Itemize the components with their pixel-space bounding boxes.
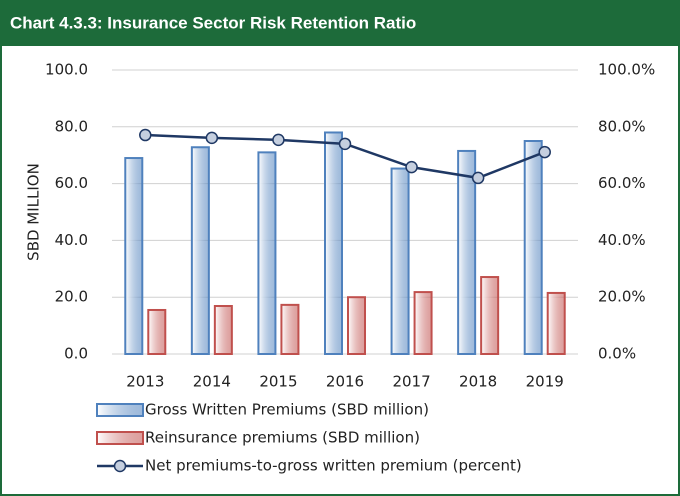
bar — [457, 149, 477, 355]
x-tick-label: 2019 — [526, 373, 564, 391]
x-tick-label: 2014 — [193, 373, 231, 391]
legend-swatch — [96, 403, 144, 417]
legend-label: Reinsurance premiums (SBD million) — [145, 429, 420, 447]
bar — [124, 157, 144, 355]
x-tick-label: 2017 — [392, 373, 430, 391]
y-tick-label: 20.0 — [55, 288, 88, 306]
y2-tick-label: 20.0% — [598, 288, 646, 306]
marker — [139, 128, 152, 142]
y2-tick-label: 40.0% — [598, 231, 646, 249]
y-axis-label: SBD MILLION — [25, 163, 43, 261]
marker — [272, 133, 285, 147]
bar — [257, 151, 277, 355]
legend-label: Gross Written Premiums (SBD million) — [145, 401, 429, 419]
marker — [538, 145, 551, 159]
y-tick-label: 100.0 — [45, 61, 88, 79]
bar — [480, 276, 500, 356]
marker — [338, 137, 352, 151]
y2-tick-label: 60.0% — [598, 174, 646, 192]
y-tick-label: 80.0 — [55, 117, 88, 135]
bar — [280, 303, 300, 356]
bar — [347, 296, 366, 356]
chart-title: Chart 4.3.3: Insurance Sector Risk Reten… — [10, 13, 416, 32]
x-tick-label: 2018 — [459, 373, 497, 391]
bar — [390, 167, 410, 355]
bar — [324, 131, 343, 355]
y2-tick-label: 80.0% — [598, 117, 646, 135]
bar — [190, 146, 210, 355]
header — [0, 0, 680, 46]
y-tick-label: 0.0 — [64, 345, 88, 363]
marker — [205, 131, 219, 145]
bar — [147, 308, 167, 356]
x-tick-label: 2015 — [259, 373, 297, 391]
x-tick-label: 2016 — [326, 373, 364, 391]
x-tick-label: 2013 — [126, 373, 164, 391]
marker — [471, 171, 485, 185]
legend-label: Net premiums-to-gross written premium (p… — [145, 457, 522, 475]
bar — [413, 291, 433, 356]
bar — [213, 305, 233, 355]
legend-swatch — [113, 459, 127, 473]
y2-tick-label: 100.0% — [598, 61, 655, 79]
bar — [523, 140, 543, 355]
y-tick-label: 60.0 — [55, 174, 88, 192]
y-tick-label: 40.0 — [55, 231, 88, 249]
y2-tick-label: 0.0% — [598, 345, 636, 363]
marker — [405, 160, 418, 174]
bar — [546, 291, 566, 356]
legend-swatch — [96, 431, 144, 445]
